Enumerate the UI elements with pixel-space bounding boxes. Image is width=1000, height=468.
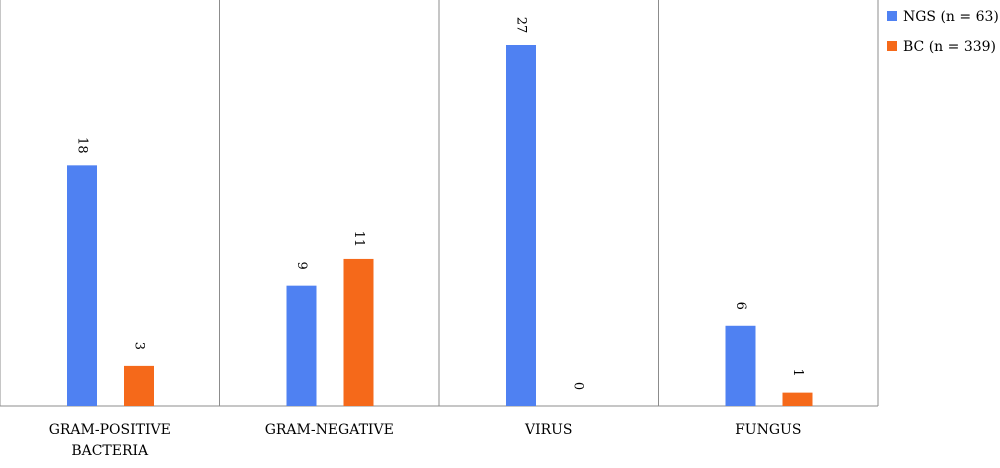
bar-ngs-0 [67, 165, 97, 406]
bar-bc-3 [782, 392, 813, 406]
category-label: VIRUS [524, 422, 573, 438]
legend-swatch [887, 41, 897, 51]
category-label: GRAM-POSITIVE [49, 422, 171, 438]
data-labels-group: 18 3 9 11 27 0 6 1 [75, 17, 806, 390]
bar-bc-0 [124, 365, 154, 406]
category-label: GRAM-NEGATIVE [265, 422, 394, 438]
legend-label: NGS (n = 63) [903, 9, 999, 25]
bar-ngs-3 [725, 325, 756, 406]
data-label: 11 [351, 231, 366, 248]
data-label: 1 [790, 368, 805, 376]
category-labels-group: GRAM-POSITIVE BACTERIA GRAM-NEGATIVE VIRUS F… [49, 422, 802, 459]
data-label: 3 [132, 342, 147, 350]
bar-ngs-2 [506, 45, 536, 406]
legend: NGS (n = 63) BC (n = 339) [887, 9, 999, 55]
data-label: 27 [514, 17, 529, 34]
data-label: 0 [571, 382, 586, 390]
category-label: FUNGUS [735, 422, 801, 438]
data-label: 6 [733, 302, 748, 310]
bars-group [67, 45, 813, 406]
legend-swatch [887, 11, 897, 21]
bar-bc-1 [343, 258, 374, 406]
category-label: BACTERIA [71, 443, 149, 459]
data-label: 9 [294, 262, 309, 270]
data-label: 18 [75, 137, 90, 154]
bar-ngs-1 [286, 285, 317, 406]
legend-label: BC (n = 339) [903, 39, 996, 55]
